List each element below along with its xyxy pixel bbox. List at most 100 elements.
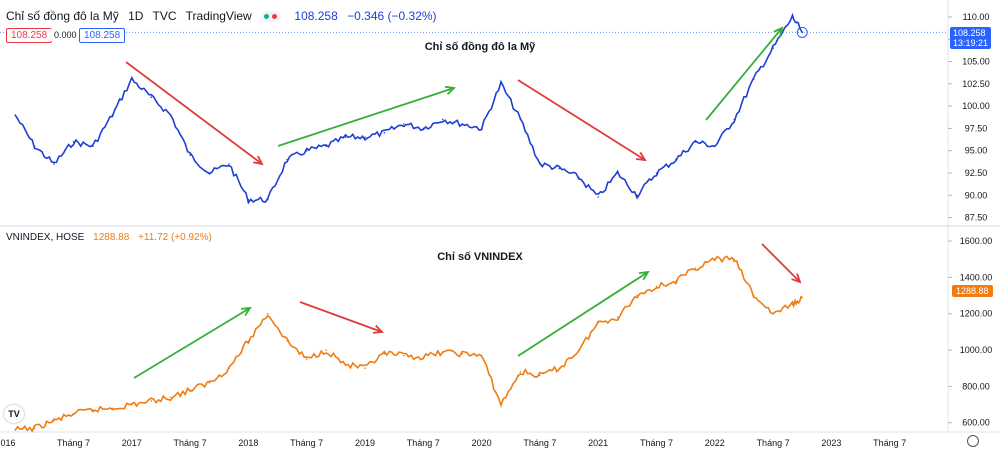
bottom-last-price-label: 1288.88 [952, 285, 993, 297]
dxy-y-tick-label: 110.00 [963, 12, 990, 22]
vnindex-y-tick-label: 1600.00 [960, 236, 993, 246]
dxy-data-point [500, 83, 502, 85]
dxy-data-point [131, 78, 133, 81]
sell-price-box[interactable]: 108.258 [6, 28, 53, 43]
vnindex-data-point [441, 351, 444, 353]
dxy-series-line[interactable] [14, 12, 803, 205]
dxy-data-point [72, 141, 75, 143]
dxy-data-point [189, 154, 191, 156]
vnindex-legend: VNINDEX, HOSE 1288.88 +11.72 (+0.92%) [6, 232, 218, 243]
dxy-y-tick-label: 100.00 [962, 101, 990, 111]
vnindex-data-point [286, 340, 289, 342]
vnindex-data-point [267, 312, 269, 315]
vnindex-data-point [150, 400, 152, 402]
trend-up-arrow [517, 270, 650, 357]
trend-up-arrow [705, 26, 784, 121]
vnindex-legend-name[interactable]: VNINDEX, HOSE [6, 232, 85, 243]
vnindex-data-point [539, 374, 541, 377]
vnindex-data-point [733, 258, 735, 261]
top-last-price-label: 108.258 13:19:21 [950, 27, 992, 49]
dxy-data-point [578, 176, 580, 179]
header-price: 108.258 [294, 9, 338, 23]
dxy-data-point [441, 118, 444, 121]
dxy-y-tick-label: 87.50 [965, 213, 988, 223]
dxy-data-point [539, 163, 541, 165]
vnindex-data-point [53, 420, 55, 422]
trend-down-arrow [517, 79, 647, 162]
x-tick-label: Tháng 7 [523, 438, 556, 448]
dxy-data-point [208, 172, 211, 174]
vnindex-data-point [480, 354, 483, 357]
dxy-data-point [675, 158, 677, 161]
x-tick-label: 2018 [238, 438, 258, 448]
vnindex-series-line[interactable] [14, 255, 803, 433]
x-tick-label: 2019 [355, 438, 375, 448]
platform-label: TradingView [185, 9, 252, 23]
dxy-data-point [14, 114, 16, 116]
x-tick-label: Tháng 7 [174, 438, 207, 448]
vnindex-y-tick-label: 800.00 [962, 381, 990, 391]
vnindex-data-point [325, 349, 327, 351]
x-tick-label: Tháng 7 [57, 438, 90, 448]
vnindex-data-point [228, 367, 230, 370]
dxy-data-point [92, 145, 94, 147]
vnindex-data-point [208, 382, 211, 384]
last-price-marker [796, 26, 808, 38]
vnindex-y-tick-label: 1000.00 [960, 345, 993, 355]
vnindex-data-point [801, 296, 803, 299]
dxy-data-point [733, 118, 735, 121]
dxy-data-point [480, 127, 483, 130]
dxy-data-point [364, 136, 366, 139]
dxy-data-point [305, 149, 308, 152]
vnindex-data-point [33, 427, 36, 430]
dxy-y-tick-label: 102.50 [962, 79, 990, 89]
vnindex-data-point [131, 403, 133, 406]
settings-gear-icon[interactable] [967, 435, 979, 447]
dxy-data-point [655, 172, 658, 174]
dxy-y-tick-label: 95.00 [965, 146, 988, 156]
vnindex-data-point [305, 358, 308, 361]
header-bar: Chỉ số đồng đô la Mỹ 1D TVC TradingView … [6, 9, 443, 23]
x-tick-label: 2020 [472, 438, 492, 448]
dxy-data-point [597, 196, 599, 198]
x-tick-label: 2022 [705, 438, 725, 448]
trend-up-arrow [277, 85, 456, 147]
buy-price-box[interactable]: 108.258 [79, 28, 126, 43]
dxy-data-point [383, 132, 386, 134]
x-tick-label: 016 [0, 438, 15, 448]
vnindex-data-point [111, 407, 114, 410]
x-tick-label: 2023 [821, 438, 841, 448]
x-tick-label: Tháng 7 [290, 438, 323, 448]
top-last-price: 108.258 [953, 28, 986, 38]
symbol-name[interactable]: Chỉ số đồng đô la Mỹ [6, 9, 119, 23]
vnindex-data-point [344, 363, 347, 366]
dxy-y-tick-label: 92.50 [965, 168, 988, 178]
x-tick-label: Tháng 7 [640, 438, 673, 448]
vnindex-y-tick-label: 600.00 [962, 418, 990, 428]
vnindex-data-point [383, 352, 386, 355]
dxy-y-tick-label: 90.00 [965, 190, 988, 200]
vnindex-y-tick-label: 1400.00 [960, 272, 993, 282]
dxy-data-point [616, 172, 619, 174]
vnindex-data-point [189, 389, 191, 391]
vnindex-data-point [247, 340, 250, 342]
vnindex-data-point [500, 403, 502, 406]
vnindex-data-point [772, 312, 774, 315]
top-countdown: 13:19:21 [953, 38, 989, 48]
interval-label[interactable]: 1D [128, 9, 144, 23]
tradingview-logo[interactable]: TV [4, 405, 24, 423]
vnindex-data-point [519, 371, 522, 373]
dxy-data-point [169, 114, 172, 116]
dxy-data-point [558, 167, 561, 170]
vnindex-data-point [92, 409, 94, 411]
dxy-data-point [403, 123, 405, 125]
header-change: −0.346 (−0.32%) [347, 9, 437, 23]
source-label: TVC [152, 9, 177, 23]
vnindex-data-point [791, 303, 794, 306]
vnindex-y-tick-label: 1200.00 [960, 309, 993, 319]
vnindex-data-point [461, 352, 463, 355]
dxy-data-point [714, 145, 716, 147]
vnindex-data-point [714, 258, 716, 261]
